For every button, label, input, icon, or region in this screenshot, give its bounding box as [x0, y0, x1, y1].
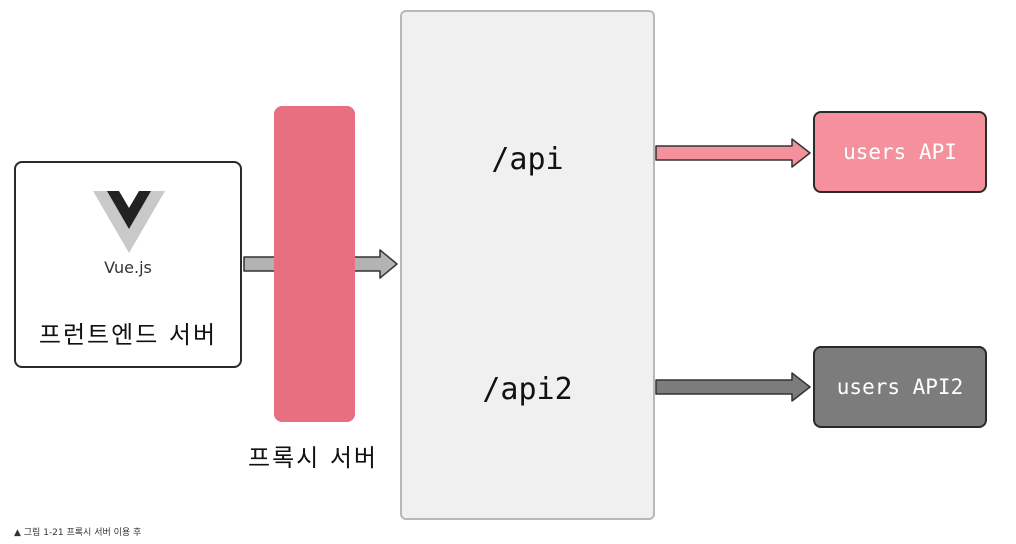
- proxy-server-bar: [274, 106, 355, 422]
- api2-to-users2-arrow: [655, 372, 811, 402]
- vue-logo-icon: [93, 191, 165, 253]
- figure-caption: ▲ 그림 1-21 프록시 서버 이용 후: [14, 528, 142, 538]
- frontend-server-title: 프런트엔드 서버: [38, 321, 218, 349]
- users-api-box: users API: [813, 111, 987, 193]
- route-api2: /api2: [482, 372, 573, 407]
- vue-label: Vue.js: [104, 258, 152, 277]
- proxy-server-label: 프록시 서버: [247, 444, 379, 472]
- api-to-users-arrow: [655, 138, 811, 168]
- route-api: /api: [491, 142, 564, 177]
- backend-server-panel: /api /api2: [400, 10, 655, 520]
- frontend-server-box: Vue.js 프런트엔드 서버: [14, 161, 242, 368]
- users-api2-box: users API2: [813, 346, 987, 428]
